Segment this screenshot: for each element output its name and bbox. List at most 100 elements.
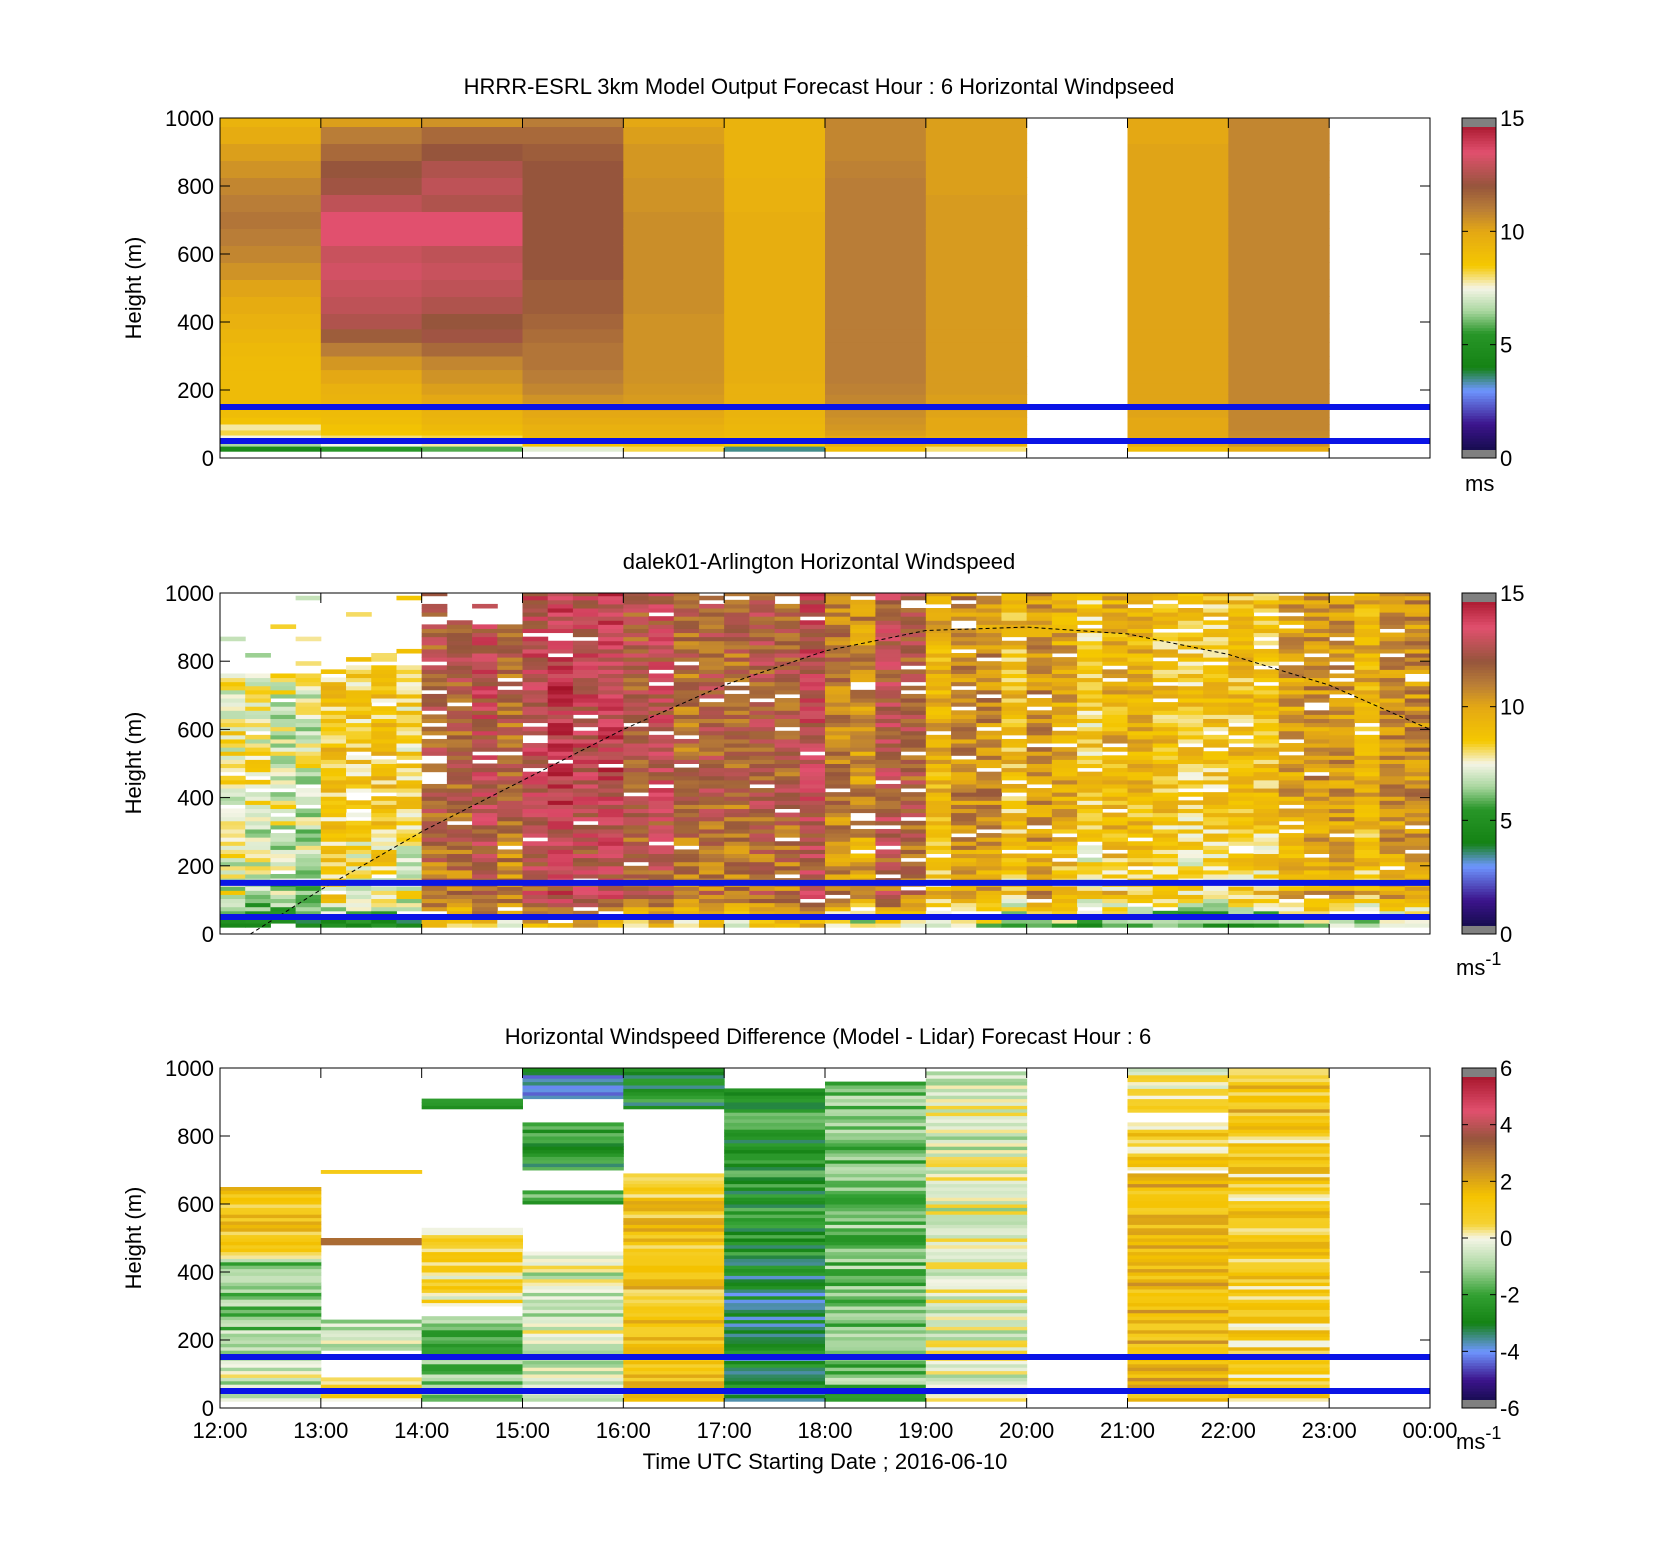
heatmap-cell <box>825 779 851 785</box>
heatmap-cell <box>1177 648 1204 654</box>
heatmap-cell <box>875 788 902 793</box>
heatmap-cell <box>1329 751 1355 756</box>
colorbar-segment <box>1462 698 1496 702</box>
heatmap-cell <box>1077 857 1103 863</box>
heatmap-cell <box>825 429 927 436</box>
heatmap-cell <box>1102 734 1128 740</box>
heatmap-cell <box>497 837 523 842</box>
heatmap-cell <box>825 1170 927 1174</box>
colorbar-segment <box>1462 868 1496 872</box>
heatmap-cell <box>673 593 700 597</box>
heatmap-cell <box>925 1224 1028 1229</box>
heatmap-cell <box>547 628 574 634</box>
heatmap-cell <box>1228 1343 1330 1348</box>
colorbar-segment <box>1462 652 1496 657</box>
heatmap-cell <box>850 628 876 634</box>
colorbar-segment <box>1462 919 1496 924</box>
heatmap-cell <box>900 869 927 875</box>
heatmap-cell <box>925 771 952 777</box>
heatmap-cell <box>320 394 423 404</box>
heatmap-cell <box>497 738 523 744</box>
heatmap-cell <box>396 595 423 601</box>
heatmap-cell <box>774 648 801 654</box>
heatmap-cell <box>648 640 675 646</box>
heatmap-cell <box>774 734 801 740</box>
heatmap-cell <box>421 1380 523 1385</box>
heatmap-cell <box>976 853 1002 859</box>
heatmap-cell <box>1329 595 1355 601</box>
heatmap-cell <box>1329 767 1355 773</box>
heatmap-cell <box>799 865 826 871</box>
heatmap-cell <box>925 1234 1028 1239</box>
heatmap-cell <box>220 1295 322 1300</box>
heatmap-cell <box>1127 706 1154 711</box>
heatmap-cell <box>522 1282 624 1287</box>
heatmap-cell <box>925 1170 1028 1174</box>
heatmap-cell <box>497 849 523 855</box>
heatmap-cell <box>1127 262 1229 280</box>
heatmap-cell <box>623 313 725 330</box>
heatmap-cell <box>421 417 523 425</box>
heatmap-cell <box>1051 820 1078 826</box>
colorbar-segment <box>1462 305 1496 309</box>
heatmap-cell <box>547 783 574 789</box>
heatmap-cell <box>1228 1370 1330 1375</box>
heatmap-cell <box>1102 779 1128 785</box>
heatmap-cell <box>1127 890 1154 895</box>
heatmap-cell <box>371 910 397 916</box>
heatmap-cell <box>724 446 826 452</box>
heatmap-cell <box>1303 681 1330 687</box>
heatmap-cell <box>875 890 902 895</box>
colorbar-segment <box>1462 845 1496 850</box>
heatmap-cell <box>875 796 902 801</box>
heatmap-cell <box>1354 828 1381 834</box>
heatmap-cell <box>522 763 549 769</box>
heatmap-cell <box>1051 665 1078 670</box>
heatmap-cell <box>850 894 876 900</box>
heatmap-cell <box>598 886 624 891</box>
heatmap-cell <box>598 759 624 764</box>
heatmap-cell <box>1329 902 1355 908</box>
heatmap-cell <box>598 873 624 879</box>
heatmap-cell <box>673 755 700 760</box>
heatmap-cell <box>724 1326 826 1331</box>
heatmap-cell <box>1379 718 1406 724</box>
heatmap-cell <box>421 1384 523 1389</box>
heatmap-cell <box>270 771 297 777</box>
heatmap-cell <box>1329 857 1355 863</box>
heatmap-cell <box>774 849 801 855</box>
heatmap-cell <box>1051 681 1078 687</box>
heatmap-cell <box>825 898 851 904</box>
heatmap-cell <box>951 612 977 617</box>
heatmap-cell <box>446 792 473 797</box>
heatmap-cell <box>1102 636 1128 642</box>
heatmap-cell <box>1228 1193 1330 1198</box>
heatmap-cell <box>623 1207 725 1212</box>
heatmap-cell <box>1228 245 1330 263</box>
heatmap-cell <box>572 788 599 793</box>
heatmap-cell <box>421 894 448 900</box>
heatmap-cell <box>295 923 322 928</box>
heatmap-cell <box>825 593 851 597</box>
heatmap-cell <box>850 771 876 777</box>
heatmap-cell <box>371 669 397 674</box>
heatmap-cell <box>825 1367 927 1372</box>
heatmap-cell <box>825 853 851 859</box>
panel-lidar-xaxis <box>219 593 1431 934</box>
heatmap-cell <box>925 143 1028 161</box>
heatmap-cell <box>951 718 977 724</box>
heatmap-cell <box>698 845 725 850</box>
heatmap-cell <box>825 608 851 613</box>
heatmap-cell <box>925 1374 1028 1378</box>
heatmap-cell <box>1278 689 1305 695</box>
heatmap-cell <box>900 657 927 662</box>
heatmap-cell <box>472 910 498 916</box>
heatmap-cell <box>749 653 776 658</box>
heatmap-cell <box>1278 726 1305 732</box>
heatmap-cell <box>270 673 297 679</box>
heatmap-cell <box>446 828 473 834</box>
heatmap-cell <box>220 1302 322 1307</box>
heatmap-cell <box>774 603 801 609</box>
heatmap-cell <box>698 734 725 740</box>
heatmap-cell <box>799 800 826 805</box>
